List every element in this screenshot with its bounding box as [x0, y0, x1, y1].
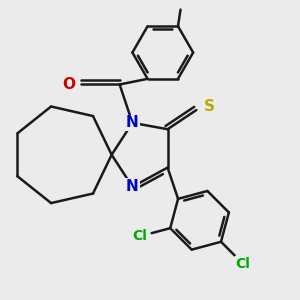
- Text: Cl: Cl: [133, 229, 147, 243]
- Text: S: S: [204, 99, 214, 114]
- Text: Cl: Cl: [236, 257, 250, 271]
- Text: O: O: [62, 77, 75, 92]
- Text: N: N: [126, 179, 139, 194]
- Text: N: N: [126, 115, 139, 130]
